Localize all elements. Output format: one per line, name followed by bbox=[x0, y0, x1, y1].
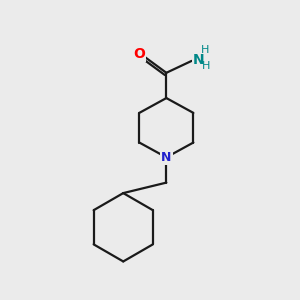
Text: H: H bbox=[201, 45, 209, 55]
Text: N: N bbox=[161, 151, 172, 164]
Text: N: N bbox=[193, 53, 205, 67]
Text: H: H bbox=[202, 61, 210, 71]
Text: O: O bbox=[134, 47, 145, 61]
